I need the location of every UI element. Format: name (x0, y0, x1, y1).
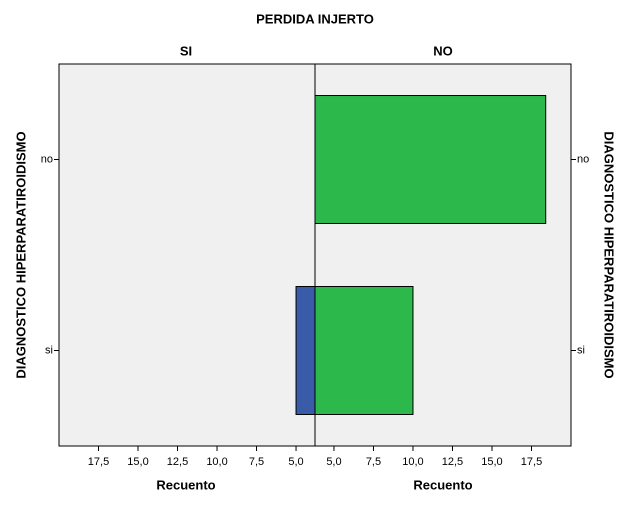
x-tick-label: 15,0 (127, 456, 148, 468)
x-tick-label: 15,0 (481, 456, 502, 468)
y-axis-label: DIAGNOSTICO HIPERPARATIROIDISMO (602, 131, 617, 378)
x-tick-label: 12,5 (442, 456, 463, 468)
x-axis-label: Recuento (156, 477, 215, 492)
bar (314, 286, 414, 415)
x-axis-label: Recuento (413, 477, 472, 492)
x-tick-label: 17,5 (88, 456, 109, 468)
chart-title: PERDIDA INJERTO (256, 11, 374, 26)
bar (314, 95, 547, 224)
x-tick-label: 10,0 (206, 456, 227, 468)
y-axis-label: DIAGNOSTICO HIPERPARATIROIDISMO (13, 131, 28, 378)
y-tick-label: si (45, 344, 53, 356)
y-tick-label: si (577, 344, 585, 356)
x-tick-label: 5,0 (288, 456, 303, 468)
y-tick-label: no (41, 153, 53, 165)
x-tick-label: 7,5 (249, 456, 264, 468)
panel-label: SI (180, 43, 192, 58)
x-tick-label: 7,5 (366, 456, 381, 468)
bar (295, 286, 316, 415)
x-tick-label: 5,0 (326, 456, 341, 468)
x-tick-label: 12,5 (167, 456, 188, 468)
x-tick-label: 10,0 (402, 456, 423, 468)
panel-label: NO (433, 43, 453, 58)
y-tick-label: no (577, 153, 589, 165)
x-tick-label: 17,5 (521, 456, 542, 468)
